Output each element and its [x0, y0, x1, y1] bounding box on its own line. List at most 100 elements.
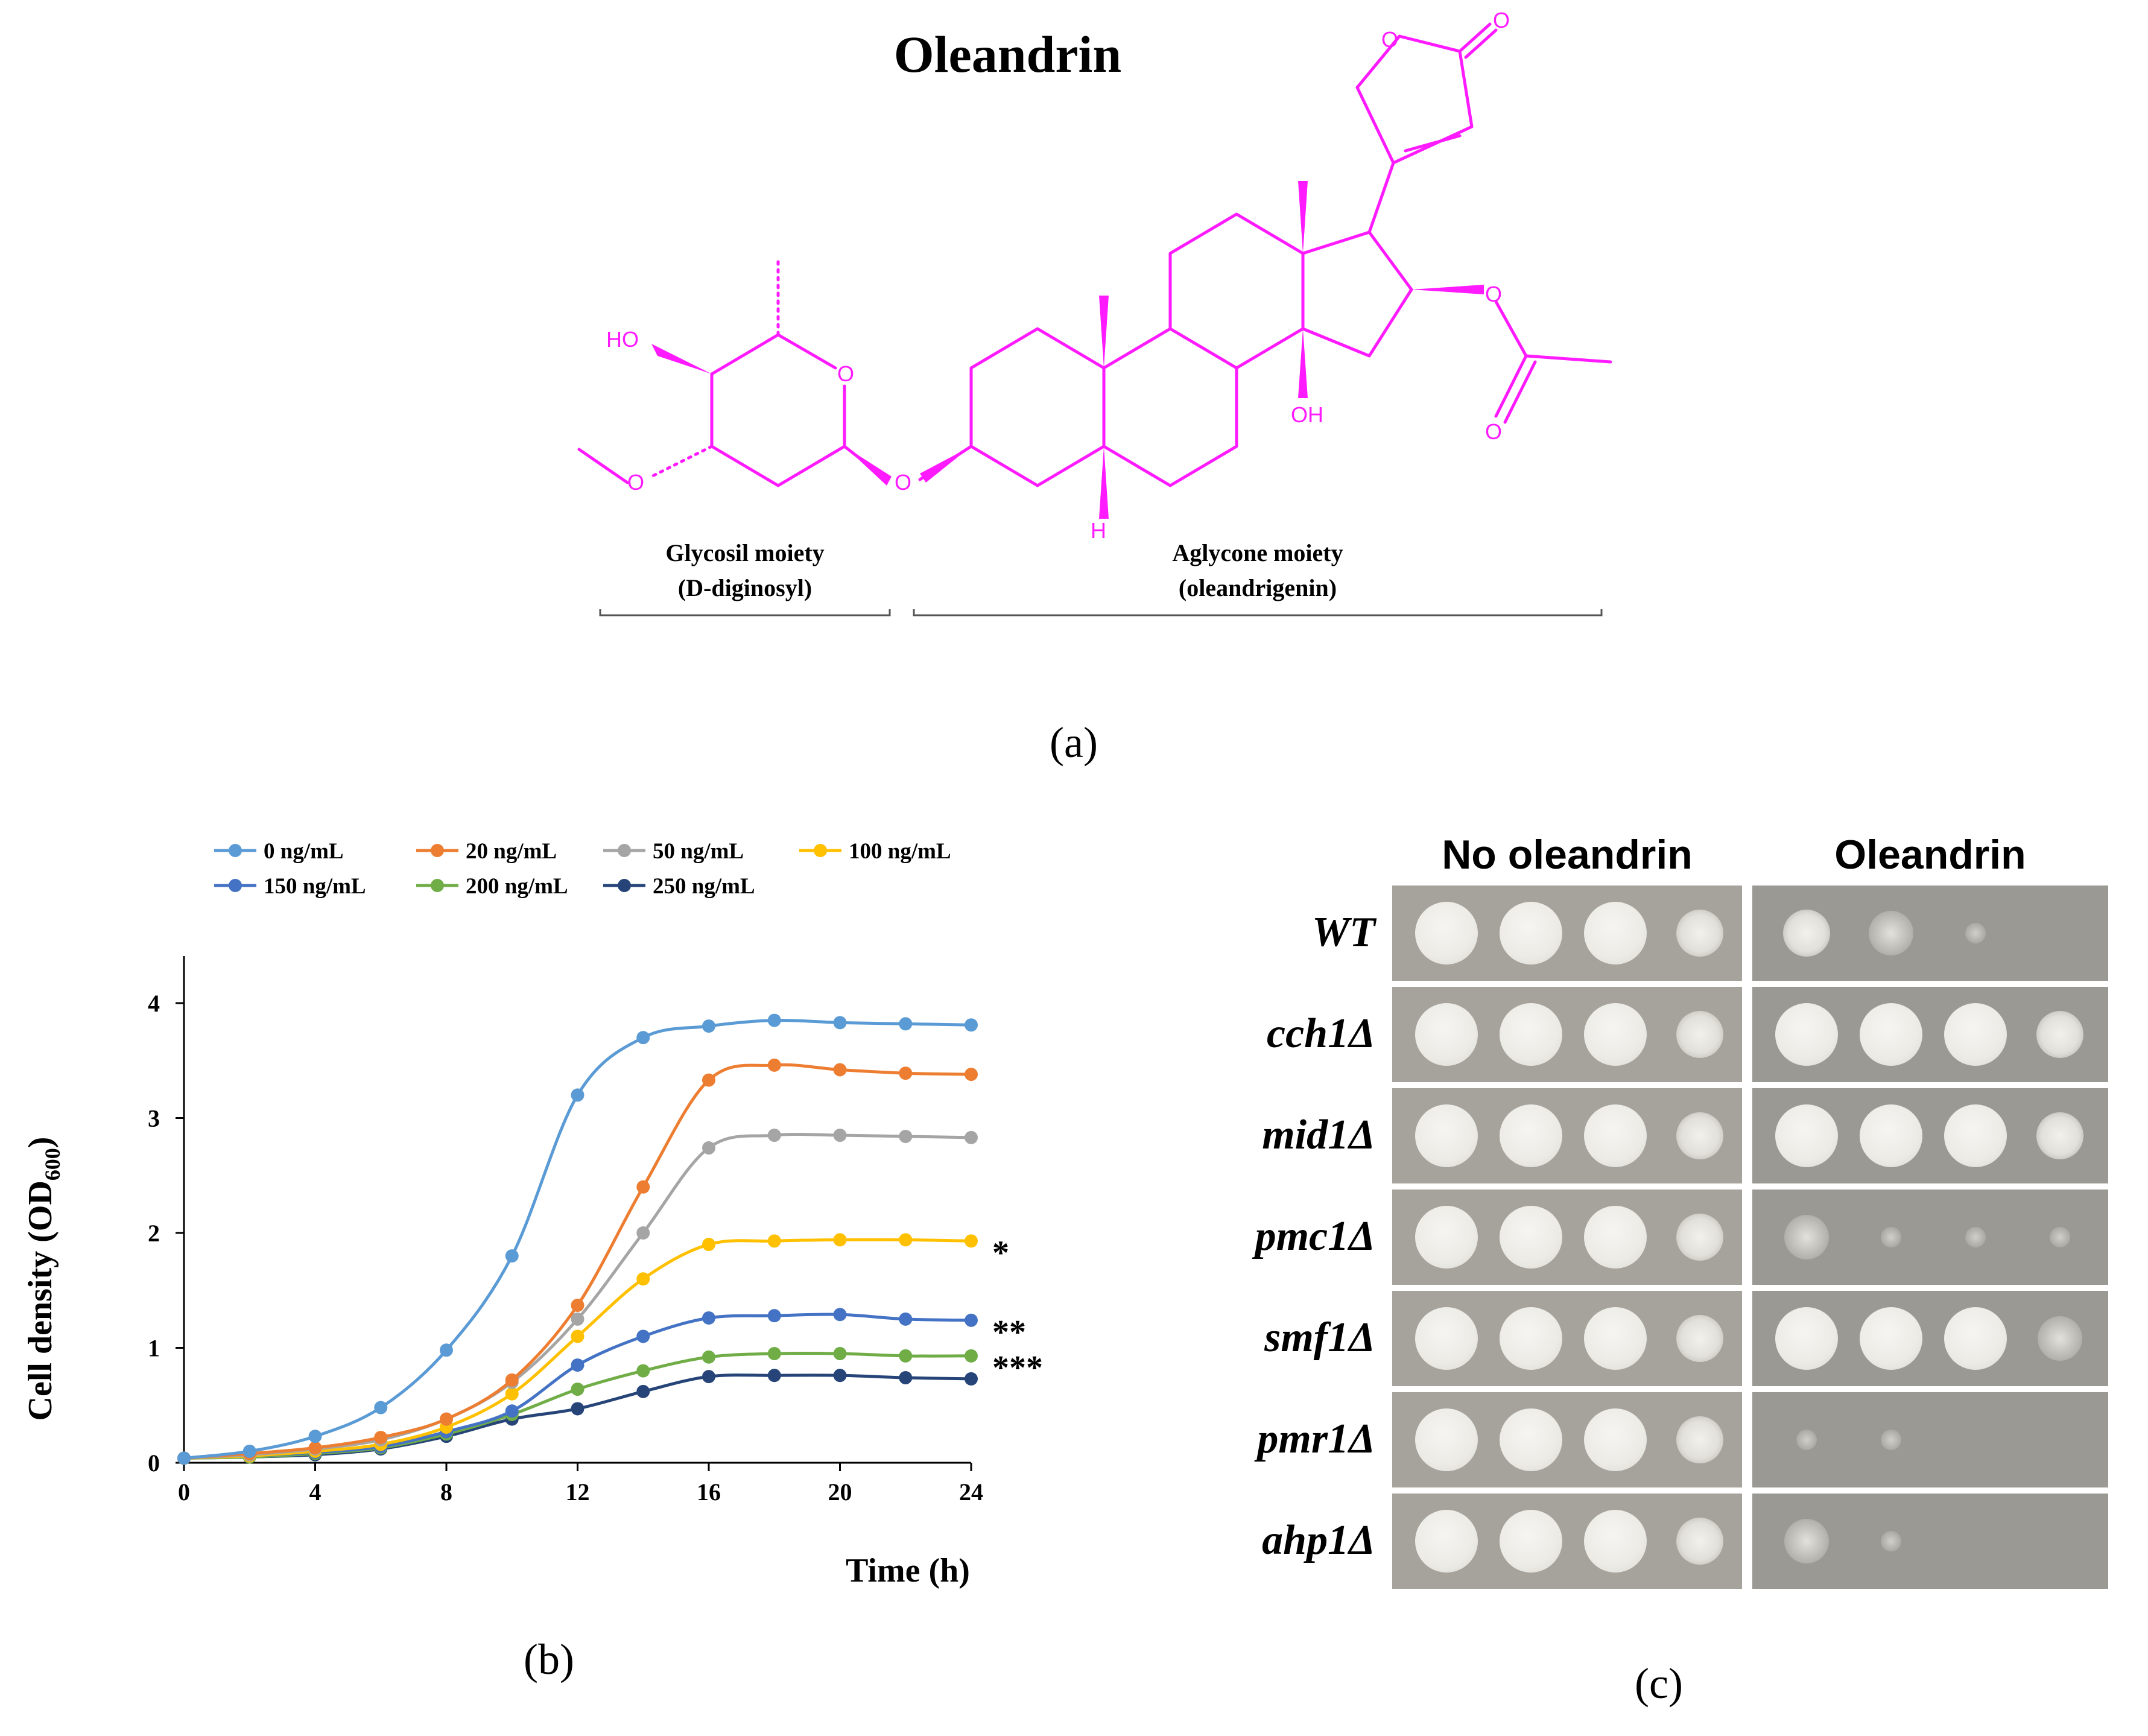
colony-spot [1676, 1315, 1723, 1362]
data-point [767, 1129, 781, 1142]
colony-spot [1881, 1430, 1901, 1450]
plate-oleandrin-row [1752, 1088, 2108, 1183]
colony-spot [1944, 1104, 2007, 1167]
strain-label: mid1Δ [1262, 1112, 1375, 1158]
colony-spot [1415, 1206, 1478, 1269]
data-point [571, 1358, 585, 1372]
data-point [505, 1387, 519, 1401]
data-point [833, 1129, 847, 1142]
data-point [833, 1347, 847, 1361]
data-point [965, 1068, 978, 1082]
legend-entry: 200 ng/mL [416, 874, 568, 899]
colony-spot [1500, 1104, 1562, 1167]
colony-spot [1881, 1227, 1901, 1247]
y-tick-label: 0 [148, 1449, 160, 1477]
data-point [702, 1141, 715, 1155]
data-point [767, 1347, 781, 1361]
strain-label: WT [1312, 909, 1375, 955]
plate-oleandrin-row [1752, 987, 2108, 1082]
legend-entry: 150 ng/mL [214, 874, 366, 899]
data-point [702, 1370, 715, 1384]
colony-spot [1775, 1307, 1838, 1370]
x-tick-label: 0 [178, 1478, 190, 1506]
y-tick-label: 1 [148, 1335, 160, 1362]
colony-spot [1676, 1416, 1723, 1463]
data-point [702, 1350, 715, 1364]
colony-spot [1500, 1307, 1562, 1370]
colony-spot [1783, 910, 1830, 957]
data-point [965, 1313, 978, 1327]
colony-spot [1415, 1510, 1478, 1573]
colony-spot [1584, 1104, 1647, 1167]
colony-spot [1860, 1307, 1922, 1370]
data-point [965, 1234, 978, 1248]
colony-spot [1584, 902, 1647, 965]
colony-spot [1415, 1307, 1478, 1370]
h-label: H [1091, 518, 1106, 543]
colony-spot [1676, 910, 1723, 957]
colony-spot [1965, 1227, 1986, 1247]
chart-legend: 0 ng/mL 20 ng/mL 50 ng/mL 100 ng/mL 150 ng/m… [214, 839, 951, 899]
data-point [899, 1129, 913, 1143]
plate-no-oleandrin-row [1392, 1392, 1742, 1487]
plate-oleandrin-row [1752, 1291, 2108, 1386]
colony-spot [1676, 1011, 1723, 1058]
colony-spot [1775, 1104, 1838, 1167]
data-point [571, 1299, 585, 1313]
x-tick-label: 16 [697, 1478, 721, 1506]
x-tick-label: 24 [959, 1478, 983, 1506]
colony-spot [2050, 1227, 2070, 1247]
data-point [571, 1088, 585, 1102]
significance-marker: *** [992, 1349, 1043, 1387]
data-point [833, 1308, 847, 1322]
data-point [899, 1233, 913, 1247]
legend-label: 250 ng/mL [653, 874, 755, 899]
colony-spot [1869, 911, 1913, 955]
data-point [505, 1404, 519, 1418]
series-line [183, 1018, 972, 1460]
colony-spot [1584, 1408, 1647, 1471]
data-point [899, 1017, 913, 1031]
colony-spot [1500, 1408, 1562, 1471]
data-point [177, 1451, 191, 1465]
ester-oxygen-label: O [1485, 282, 1502, 306]
data-point [440, 1343, 453, 1357]
x-tick-label: 8 [440, 1478, 452, 1506]
data-point [374, 1401, 388, 1414]
data-point [833, 1369, 847, 1383]
strain-label: ahp1Δ [1262, 1517, 1375, 1563]
data-point [702, 1019, 715, 1033]
colony-spot [1796, 1430, 1817, 1450]
colony-spot [2036, 1112, 2083, 1159]
plate-no-oleandrin-row [1392, 1088, 1742, 1183]
header-oleandrin: Oleandrin [1834, 832, 2026, 878]
colony-spot [1584, 1206, 1647, 1269]
data-point [308, 1430, 322, 1443]
strain-label: cch1Δ [1267, 1010, 1375, 1057]
data-point [702, 1073, 715, 1087]
data-point [965, 1349, 978, 1363]
colony-spot [1860, 1003, 1922, 1066]
data-point [702, 1238, 715, 1252]
y-axis-label: Cell density (OD600) [22, 1137, 65, 1421]
legend-entry: 250 ng/mL [603, 874, 755, 899]
colony-spot [1784, 1215, 1829, 1259]
growth-curve-chart: 0 ng/mL 20 ng/mL 50 ng/mL 100 ng/mL 150 ng/m… [22, 839, 1043, 1589]
data-point [767, 1234, 781, 1248]
caption-c: (c) [1635, 1659, 1683, 1708]
data-point [965, 1130, 978, 1144]
lactone-oxygen-label: O [1381, 27, 1398, 52]
significance-marker: ** [992, 1314, 1026, 1351]
data-point [505, 1249, 519, 1263]
colony-spot [1500, 1003, 1562, 1066]
data-point [899, 1349, 913, 1363]
colony-spot [1944, 1307, 2007, 1370]
data-point [965, 1018, 978, 1032]
x-axis-label: Time (h) [846, 1552, 970, 1589]
legend-entry: 0 ng/mL [214, 839, 344, 864]
data-point [636, 1031, 650, 1045]
y-tick-label: 4 [148, 990, 160, 1017]
colony-spot [1784, 1519, 1829, 1563]
aglycone-label-2: (oleandrigenin) [1179, 574, 1337, 601]
